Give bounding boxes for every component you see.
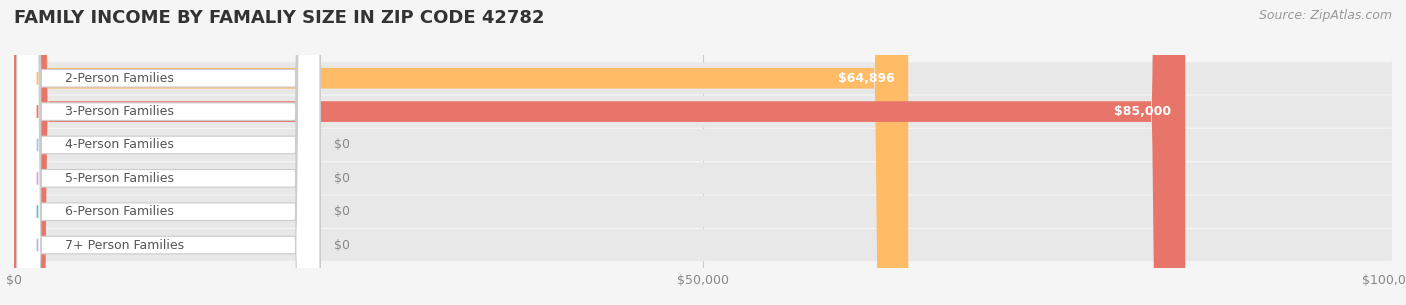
FancyBboxPatch shape xyxy=(14,0,908,305)
FancyBboxPatch shape xyxy=(17,0,321,305)
Text: 7+ Person Families: 7+ Person Families xyxy=(65,239,184,252)
Text: 4-Person Families: 4-Person Families xyxy=(65,138,174,152)
FancyBboxPatch shape xyxy=(14,196,1392,228)
Text: $64,896: $64,896 xyxy=(838,72,894,85)
Text: 6-Person Families: 6-Person Families xyxy=(65,205,174,218)
FancyBboxPatch shape xyxy=(14,95,1392,127)
FancyBboxPatch shape xyxy=(14,62,1392,94)
FancyBboxPatch shape xyxy=(14,129,1392,161)
Text: $0: $0 xyxy=(333,138,350,152)
FancyBboxPatch shape xyxy=(17,0,321,305)
FancyBboxPatch shape xyxy=(17,0,321,305)
FancyBboxPatch shape xyxy=(14,162,1392,194)
Text: $85,000: $85,000 xyxy=(1115,105,1171,118)
Text: 2-Person Families: 2-Person Families xyxy=(65,72,174,85)
FancyBboxPatch shape xyxy=(17,0,321,305)
FancyBboxPatch shape xyxy=(17,0,321,305)
Text: $0: $0 xyxy=(333,172,350,185)
Text: 5-Person Families: 5-Person Families xyxy=(65,172,174,185)
Text: FAMILY INCOME BY FAMALIY SIZE IN ZIP CODE 42782: FAMILY INCOME BY FAMALIY SIZE IN ZIP COD… xyxy=(14,9,544,27)
Text: $0: $0 xyxy=(333,205,350,218)
FancyBboxPatch shape xyxy=(17,0,321,305)
FancyBboxPatch shape xyxy=(14,0,1185,305)
Text: $0: $0 xyxy=(333,239,350,252)
FancyBboxPatch shape xyxy=(14,229,1392,261)
Text: 3-Person Families: 3-Person Families xyxy=(65,105,174,118)
Text: Source: ZipAtlas.com: Source: ZipAtlas.com xyxy=(1258,9,1392,22)
